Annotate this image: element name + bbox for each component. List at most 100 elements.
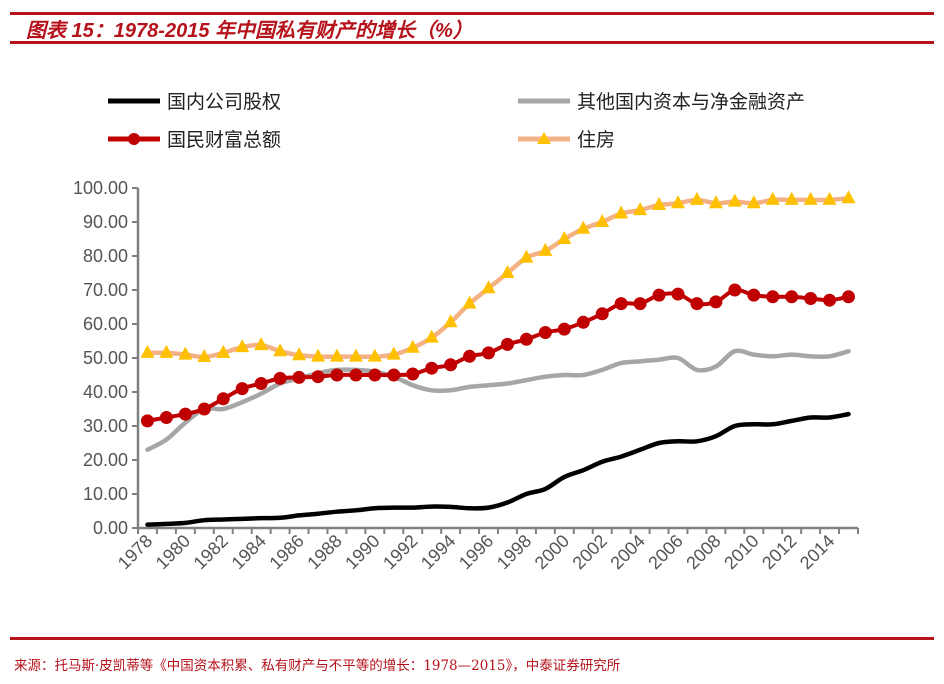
data-point-national-wealth [292, 370, 306, 384]
data-point-housing [671, 195, 685, 209]
y-tick-label: 90.00 [83, 212, 128, 232]
series-national-wealth [140, 283, 856, 428]
data-point-national-wealth [519, 332, 533, 346]
data-point-national-wealth [425, 361, 439, 375]
x-tick-label: 1996 [455, 531, 497, 573]
data-point-national-wealth [538, 326, 552, 339]
legend-marker-circle [128, 133, 140, 145]
data-point-national-wealth [633, 297, 647, 311]
data-point-housing [386, 346, 401, 360]
legend-label-national-wealth: 国民财富总额 [167, 129, 281, 151]
legend-label-housing: 住房 [577, 129, 615, 151]
data-point-national-wealth [178, 407, 192, 421]
data-point-national-wealth [349, 368, 363, 382]
data-point-housing [405, 339, 420, 353]
data-point-housing [765, 191, 780, 205]
data-point-national-wealth [387, 368, 401, 382]
data-point-national-wealth [500, 337, 514, 351]
data-point-national-wealth [197, 402, 211, 416]
data-point-housing [746, 195, 761, 209]
data-point-national-wealth [690, 297, 704, 311]
data-point-housing [500, 265, 515, 278]
data-point-national-wealth [709, 295, 723, 309]
data-point-national-wealth [652, 288, 666, 302]
source-note: 来源：托马斯·皮凯蒂等《中国资本积累、私有财产与不平等的增长：1978—2015… [14, 658, 621, 674]
data-point-housing [727, 193, 742, 207]
data-point-national-wealth [804, 292, 818, 305]
data-point-national-wealth [823, 293, 837, 307]
data-point-national-wealth [671, 287, 685, 301]
data-point-national-wealth [766, 290, 780, 304]
data-point-housing [424, 329, 439, 343]
y-tick-label: 80.00 [83, 246, 128, 266]
legend: 国内公司股权 其他国内资本与净金融资产 国民财富总额 住房 [108, 91, 805, 151]
data-point-housing [329, 348, 344, 362]
data-point-housing [311, 348, 325, 362]
data-point-housing [178, 346, 193, 360]
data-point-housing [273, 343, 288, 357]
data-point-national-wealth [330, 368, 344, 382]
x-tick-label: 1998 [493, 531, 535, 573]
data-point-housing [595, 214, 610, 227]
data-point-housing [538, 242, 553, 256]
y-axis: 0.00 10.00 20.00 30.00 40.00 50.00 60.00 70.00 8… [73, 178, 140, 538]
x-tick-label: 1988 [303, 531, 345, 573]
legend-item-equity[interactable]: 国内公司股权 [108, 91, 281, 113]
data-point-housing [292, 347, 307, 361]
x-tick-label: 1990 [341, 531, 383, 573]
data-point-housing [633, 202, 648, 216]
data-point-housing [614, 205, 629, 219]
legend-item-housing[interactable]: 住房 [518, 129, 615, 151]
data-point-national-wealth [557, 322, 571, 336]
data-point-national-wealth [444, 358, 458, 372]
series-equity [145, 411, 851, 527]
legend-item-national-wealth[interactable]: 国民财富总额 [108, 129, 281, 151]
title-bottom-rule [10, 41, 934, 44]
data-point-housing [159, 344, 174, 358]
series-line-national-wealth [145, 287, 851, 423]
x-tick-label: 1984 [228, 531, 270, 573]
y-tick-label: 10.00 [83, 484, 128, 504]
data-point-national-wealth [159, 411, 173, 424]
data-point-housing [822, 191, 837, 205]
legend-marker-triangle [537, 132, 551, 144]
data-point-national-wealth [273, 371, 287, 385]
data-point-housing [348, 348, 363, 362]
data-point-national-wealth [728, 283, 742, 297]
data-point-national-wealth [463, 349, 477, 363]
data-point-housing [254, 337, 269, 351]
y-tick-label: 0.00 [93, 518, 128, 538]
series-line-housing [145, 195, 851, 360]
data-point-national-wealth [842, 290, 856, 304]
x-tick-label: 2012 [758, 531, 800, 573]
series-layer [140, 190, 856, 527]
x-tick-label: 1994 [417, 531, 459, 573]
x-tick-label: 2014 [796, 531, 838, 573]
data-point-housing [481, 280, 496, 294]
x-tick-label: 1986 [265, 531, 307, 573]
series-line-other-assets [145, 348, 851, 453]
data-point-housing [652, 197, 667, 210]
data-point-housing [708, 195, 723, 209]
series-line-equity [145, 411, 851, 527]
data-point-national-wealth [576, 315, 590, 329]
data-point-housing [519, 249, 534, 263]
x-tick-label: 2010 [720, 531, 762, 573]
source-top-rule [10, 637, 934, 640]
data-point-national-wealth [785, 290, 799, 304]
legend-item-other-assets[interactable]: 其他国内资本与净金融资产 [518, 91, 805, 113]
x-axis: 1978198019821984198619881990199219941996… [114, 526, 859, 573]
data-point-housing [689, 191, 704, 205]
y-tick-label: 30.00 [83, 416, 128, 436]
x-tick-label: 1992 [379, 531, 421, 573]
data-point-housing [557, 231, 572, 244]
data-point-national-wealth [482, 346, 496, 360]
data-point-national-wealth [235, 382, 249, 396]
data-point-national-wealth [614, 297, 628, 311]
x-tick-label: 1980 [152, 531, 194, 573]
data-point-national-wealth [254, 377, 268, 390]
data-point-national-wealth [140, 414, 154, 428]
data-point-national-wealth [311, 370, 325, 384]
series-other-assets [145, 348, 851, 453]
chart-title: 图表 15：1978-2015 年中国私有财产的增长（%） [26, 20, 473, 42]
